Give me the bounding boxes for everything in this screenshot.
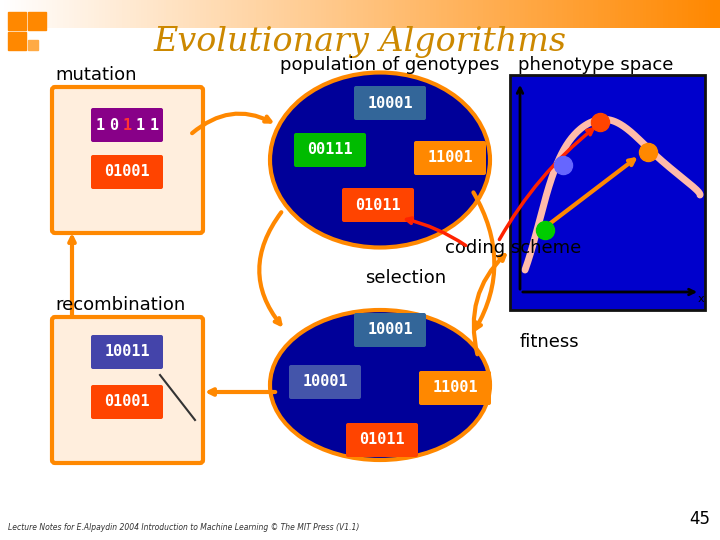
Text: phenotype space: phenotype space: [518, 56, 673, 74]
Text: 1: 1: [150, 118, 159, 132]
FancyBboxPatch shape: [354, 313, 426, 347]
FancyBboxPatch shape: [91, 155, 163, 189]
Text: 10011: 10011: [104, 345, 150, 360]
FancyBboxPatch shape: [91, 385, 163, 419]
Bar: [8, 32, 26, 50]
Ellipse shape: [270, 310, 490, 460]
Text: 11001: 11001: [432, 381, 478, 395]
Text: 1: 1: [136, 118, 145, 132]
FancyBboxPatch shape: [346, 423, 418, 457]
Text: x: x: [698, 294, 705, 304]
Text: 10001: 10001: [367, 96, 413, 111]
FancyBboxPatch shape: [52, 317, 203, 463]
Bar: [8, 12, 26, 30]
Text: Evolutionary Algorithms: Evolutionary Algorithms: [153, 26, 567, 58]
Text: population of genotypes: population of genotypes: [280, 56, 500, 74]
Text: selection: selection: [365, 269, 446, 287]
Text: 0: 0: [109, 118, 118, 132]
FancyBboxPatch shape: [52, 87, 203, 233]
Text: fitness: fitness: [520, 333, 580, 351]
Text: 11001: 11001: [427, 151, 473, 165]
FancyBboxPatch shape: [414, 141, 486, 175]
Text: 01001: 01001: [104, 165, 150, 179]
Text: Lecture Notes for E.Alpaydin 2004 Introduction to Machine Learning © The MIT Pre: Lecture Notes for E.Alpaydin 2004 Introd…: [8, 523, 359, 532]
Text: 10001: 10001: [302, 375, 348, 389]
Text: 1: 1: [95, 118, 104, 132]
FancyBboxPatch shape: [289, 365, 361, 399]
Text: 10001: 10001: [367, 322, 413, 338]
FancyBboxPatch shape: [91, 335, 163, 369]
Text: mutation: mutation: [55, 66, 137, 84]
FancyBboxPatch shape: [294, 133, 366, 167]
Bar: [28, 40, 38, 50]
Bar: [28, 12, 46, 30]
FancyBboxPatch shape: [419, 371, 491, 405]
FancyBboxPatch shape: [354, 86, 426, 120]
FancyBboxPatch shape: [342, 188, 414, 222]
Text: 1: 1: [122, 118, 132, 132]
Text: 01011: 01011: [359, 433, 405, 448]
Text: recombination: recombination: [55, 296, 185, 314]
Ellipse shape: [270, 72, 490, 247]
FancyBboxPatch shape: [91, 108, 163, 142]
Text: 45: 45: [689, 510, 710, 528]
Bar: [510, 75, 705, 310]
Text: 01011: 01011: [355, 198, 401, 213]
Text: coding scheme: coding scheme: [445, 239, 581, 257]
Text: 01001: 01001: [104, 395, 150, 409]
Text: 00111: 00111: [307, 143, 353, 158]
